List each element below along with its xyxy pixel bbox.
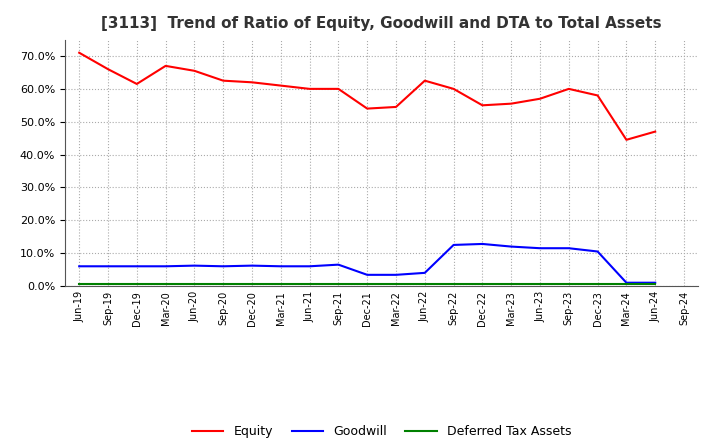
Goodwill: [161, 264, 170, 269]
Goodwill: [219, 264, 228, 269]
Deferred Tax Assets: [507, 282, 516, 287]
Title: [3113]  Trend of Ratio of Equity, Goodwill and DTA to Total Assets: [3113] Trend of Ratio of Equity, Goodwil…: [102, 16, 662, 32]
Equity: [593, 93, 602, 98]
Equity: [449, 86, 458, 92]
Equity: [392, 104, 400, 110]
Line: Goodwill: Goodwill: [79, 244, 655, 283]
Goodwill: [593, 249, 602, 254]
Goodwill: [622, 280, 631, 286]
Goodwill: [75, 264, 84, 269]
Goodwill: [104, 264, 112, 269]
Goodwill: [248, 263, 256, 268]
Deferred Tax Assets: [305, 282, 314, 287]
Legend: Equity, Goodwill, Deferred Tax Assets: Equity, Goodwill, Deferred Tax Assets: [187, 420, 576, 440]
Equity: [507, 101, 516, 106]
Equity: [622, 137, 631, 143]
Goodwill: [363, 272, 372, 278]
Deferred Tax Assets: [622, 282, 631, 287]
Equity: [536, 96, 544, 101]
Deferred Tax Assets: [564, 282, 573, 287]
Equity: [305, 86, 314, 92]
Equity: [75, 50, 84, 55]
Goodwill: [564, 246, 573, 251]
Equity: [276, 83, 285, 88]
Equity: [132, 81, 141, 87]
Goodwill: [507, 244, 516, 249]
Deferred Tax Assets: [75, 282, 84, 287]
Goodwill: [190, 263, 199, 268]
Deferred Tax Assets: [334, 282, 343, 287]
Deferred Tax Assets: [536, 282, 544, 287]
Goodwill: [478, 241, 487, 246]
Deferred Tax Assets: [449, 282, 458, 287]
Deferred Tax Assets: [104, 282, 112, 287]
Goodwill: [449, 242, 458, 248]
Deferred Tax Assets: [651, 282, 660, 287]
Goodwill: [334, 262, 343, 267]
Goodwill: [420, 270, 429, 275]
Equity: [161, 63, 170, 69]
Deferred Tax Assets: [593, 282, 602, 287]
Equity: [334, 86, 343, 92]
Deferred Tax Assets: [478, 282, 487, 287]
Goodwill: [536, 246, 544, 251]
Deferred Tax Assets: [132, 282, 141, 287]
Goodwill: [392, 272, 400, 278]
Equity: [420, 78, 429, 83]
Deferred Tax Assets: [161, 282, 170, 287]
Line: Equity: Equity: [79, 53, 655, 140]
Deferred Tax Assets: [219, 282, 228, 287]
Equity: [564, 86, 573, 92]
Deferred Tax Assets: [392, 282, 400, 287]
Goodwill: [651, 280, 660, 286]
Equity: [104, 66, 112, 72]
Deferred Tax Assets: [363, 282, 372, 287]
Equity: [248, 80, 256, 85]
Equity: [478, 103, 487, 108]
Goodwill: [276, 264, 285, 269]
Deferred Tax Assets: [190, 282, 199, 287]
Goodwill: [132, 264, 141, 269]
Equity: [219, 78, 228, 83]
Equity: [190, 68, 199, 73]
Deferred Tax Assets: [276, 282, 285, 287]
Equity: [363, 106, 372, 111]
Deferred Tax Assets: [248, 282, 256, 287]
Deferred Tax Assets: [420, 282, 429, 287]
Equity: [651, 129, 660, 134]
Goodwill: [305, 264, 314, 269]
